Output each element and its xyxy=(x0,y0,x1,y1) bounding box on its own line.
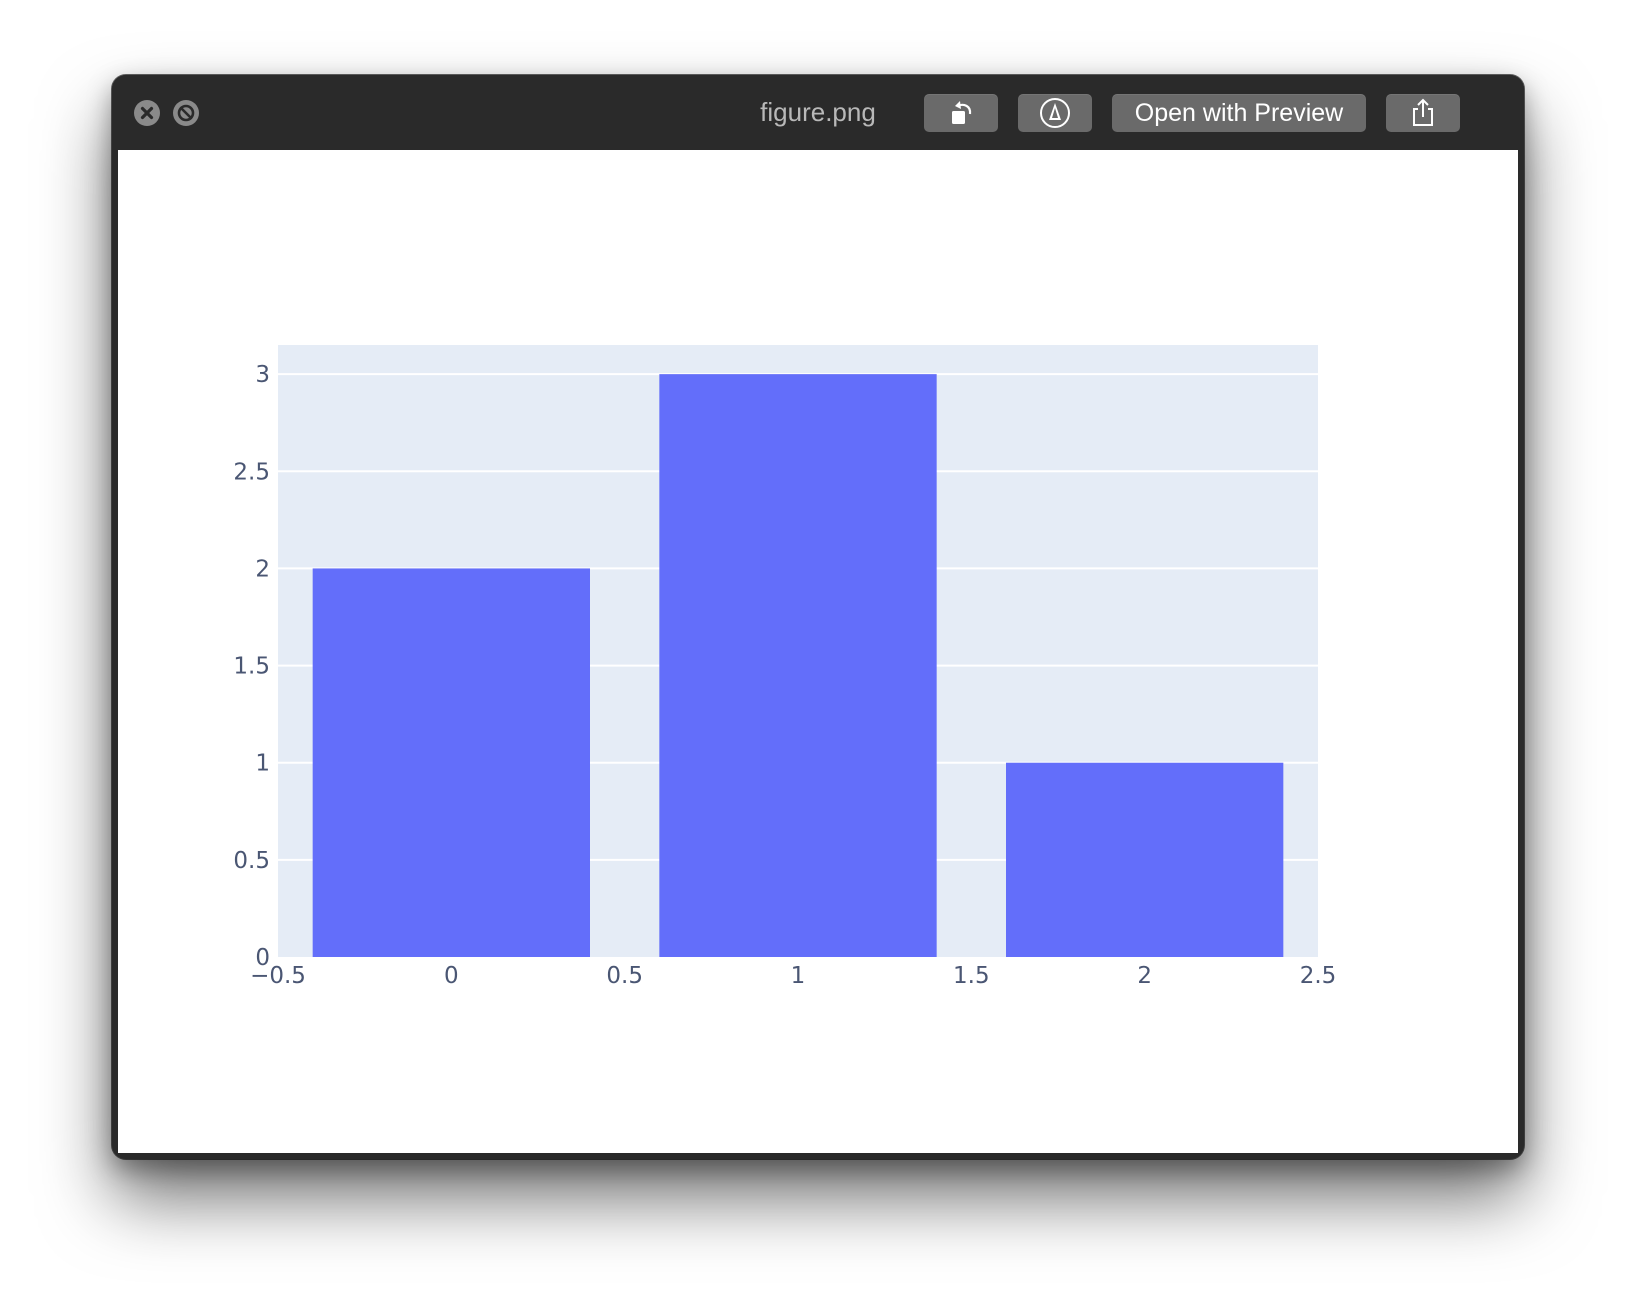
share-button[interactable] xyxy=(1386,94,1460,132)
quicklook-window: figure.png Open with Preview xyxy=(112,75,1524,1159)
rotate-button[interactable] xyxy=(924,94,998,132)
rotate-left-icon xyxy=(952,101,972,124)
y-tick-label: 0 xyxy=(255,945,270,971)
y-tick-label: 1.5 xyxy=(233,654,270,680)
open-with-preview-label: Open with Preview xyxy=(1134,98,1344,127)
y-tick-label: 1 xyxy=(255,751,270,777)
markup-button[interactable] xyxy=(1018,94,1092,132)
close-icon xyxy=(140,106,154,120)
fullscreen-disabled-icon xyxy=(177,104,195,122)
x-tick-label: 2 xyxy=(1137,963,1152,989)
x-tick-label: 0.5 xyxy=(606,963,643,989)
close-button[interactable] xyxy=(134,100,160,126)
bar xyxy=(659,374,937,958)
x-tick-label: 1 xyxy=(791,963,806,989)
y-tick-label: 0.5 xyxy=(233,848,270,874)
window-title-text: figure.png xyxy=(760,97,876,127)
y-tick-label: 3 xyxy=(255,362,270,388)
open-with-preview-button[interactable]: Open with Preview xyxy=(1112,94,1366,132)
fullscreen-button[interactable] xyxy=(173,100,199,126)
image-preview: 0 0.5 1 1.5 2 2.5 3 −0.5 0 0.5 1 1.5 2 2.5 xyxy=(118,150,1518,1153)
x-tick-label: 2.5 xyxy=(1300,963,1337,989)
bar xyxy=(1006,762,1284,957)
title-bar: figure.png Open with Preview xyxy=(112,75,1524,150)
x-tick-label: −0.5 xyxy=(250,963,306,989)
bar-chart: 00.511.522.53−0.5 0 0.5 1 1.5 2 2.5 xyxy=(233,345,1337,989)
markup-pen-icon xyxy=(1040,98,1070,128)
y-tick-label: 2.5 xyxy=(233,459,270,485)
x-tick-label: 0 xyxy=(444,963,459,989)
share-icon xyxy=(1413,98,1433,126)
bar xyxy=(312,568,590,957)
y-tick-label: 2 xyxy=(255,556,270,582)
x-tick-label: 1.5 xyxy=(953,963,990,989)
